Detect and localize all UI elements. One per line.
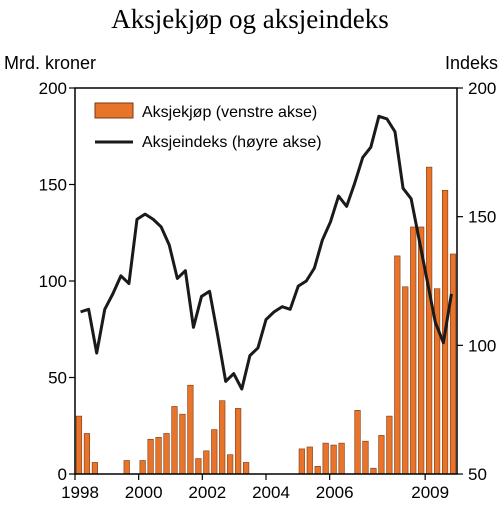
- bar: [203, 450, 210, 475]
- bar: [155, 437, 162, 475]
- x-tick-label: 1998: [61, 483, 99, 502]
- bar: [410, 226, 417, 475]
- y-tick-label-right: 150: [468, 208, 496, 227]
- bar: [123, 460, 130, 475]
- bar: [314, 465, 321, 475]
- bar: [306, 446, 313, 475]
- bar: [378, 435, 385, 475]
- legend-bar-swatch: [94, 102, 134, 119]
- legend-label-bar: Aksjekjøp (venstre akse): [142, 104, 317, 121]
- y-tick-label-left: 200: [39, 79, 67, 98]
- bar: [147, 438, 154, 475]
- x-tick-label: 2000: [125, 483, 163, 502]
- y-tick-label-right: 100: [468, 336, 496, 355]
- bar: [338, 442, 345, 475]
- line-series: [80, 114, 453, 391]
- y-tick-label-right: 50: [468, 465, 487, 484]
- x-tick-label: 2002: [188, 483, 226, 502]
- x-tick-label: 2009: [411, 483, 449, 502]
- bar: [386, 415, 393, 475]
- bar: [179, 413, 186, 475]
- bar: [426, 166, 433, 475]
- bar: [235, 408, 242, 475]
- bar: [243, 462, 250, 475]
- bar: [219, 400, 226, 475]
- bar-series: [75, 166, 457, 475]
- bar: [171, 406, 178, 475]
- x-tick-label: 2004: [252, 483, 290, 502]
- y-axis-label-right: Indeks: [445, 53, 498, 73]
- bar: [449, 253, 457, 475]
- y-tick-label-right: 200: [468, 79, 496, 98]
- bar: [195, 458, 202, 475]
- bar: [83, 433, 91, 475]
- legend: Aksjekjøp (venstre akse) Aksjeindeks (hø…: [94, 102, 322, 151]
- bar: [75, 415, 83, 475]
- bar: [187, 384, 194, 475]
- bar: [394, 255, 401, 475]
- bar: [402, 286, 409, 475]
- line-series-group: [80, 114, 453, 391]
- bar: [227, 454, 234, 475]
- bar: [298, 448, 305, 475]
- bar: [362, 440, 369, 475]
- y-tick-label-left: 100: [39, 272, 67, 291]
- y-tick-label-left: 0: [58, 465, 67, 484]
- right-axis-ticks: 50 100 150 200: [457, 79, 496, 484]
- y-tick-label-left: 50: [48, 369, 67, 388]
- left-axis-ticks: 0 50 100 150 200: [39, 79, 75, 484]
- chart-title: Aksjekjøp og aksjeindeks: [111, 4, 388, 34]
- bar: [322, 442, 329, 475]
- bar: [139, 460, 146, 475]
- bar: [330, 444, 337, 475]
- x-axis-ticks: 1998 2000 2002 2004 2006 2009: [61, 474, 449, 502]
- y-tick-label-left: 150: [39, 176, 67, 195]
- y-axis-label-left: Mrd. kroner: [4, 53, 96, 73]
- x-tick-label: 2006: [316, 483, 354, 502]
- legend-label-line: Aksjeindeks (høyre akse): [142, 134, 322, 151]
- bar: [91, 462, 98, 475]
- bar: [211, 429, 218, 475]
- bar: [370, 467, 377, 475]
- bar: [354, 410, 361, 475]
- bar: [163, 433, 170, 475]
